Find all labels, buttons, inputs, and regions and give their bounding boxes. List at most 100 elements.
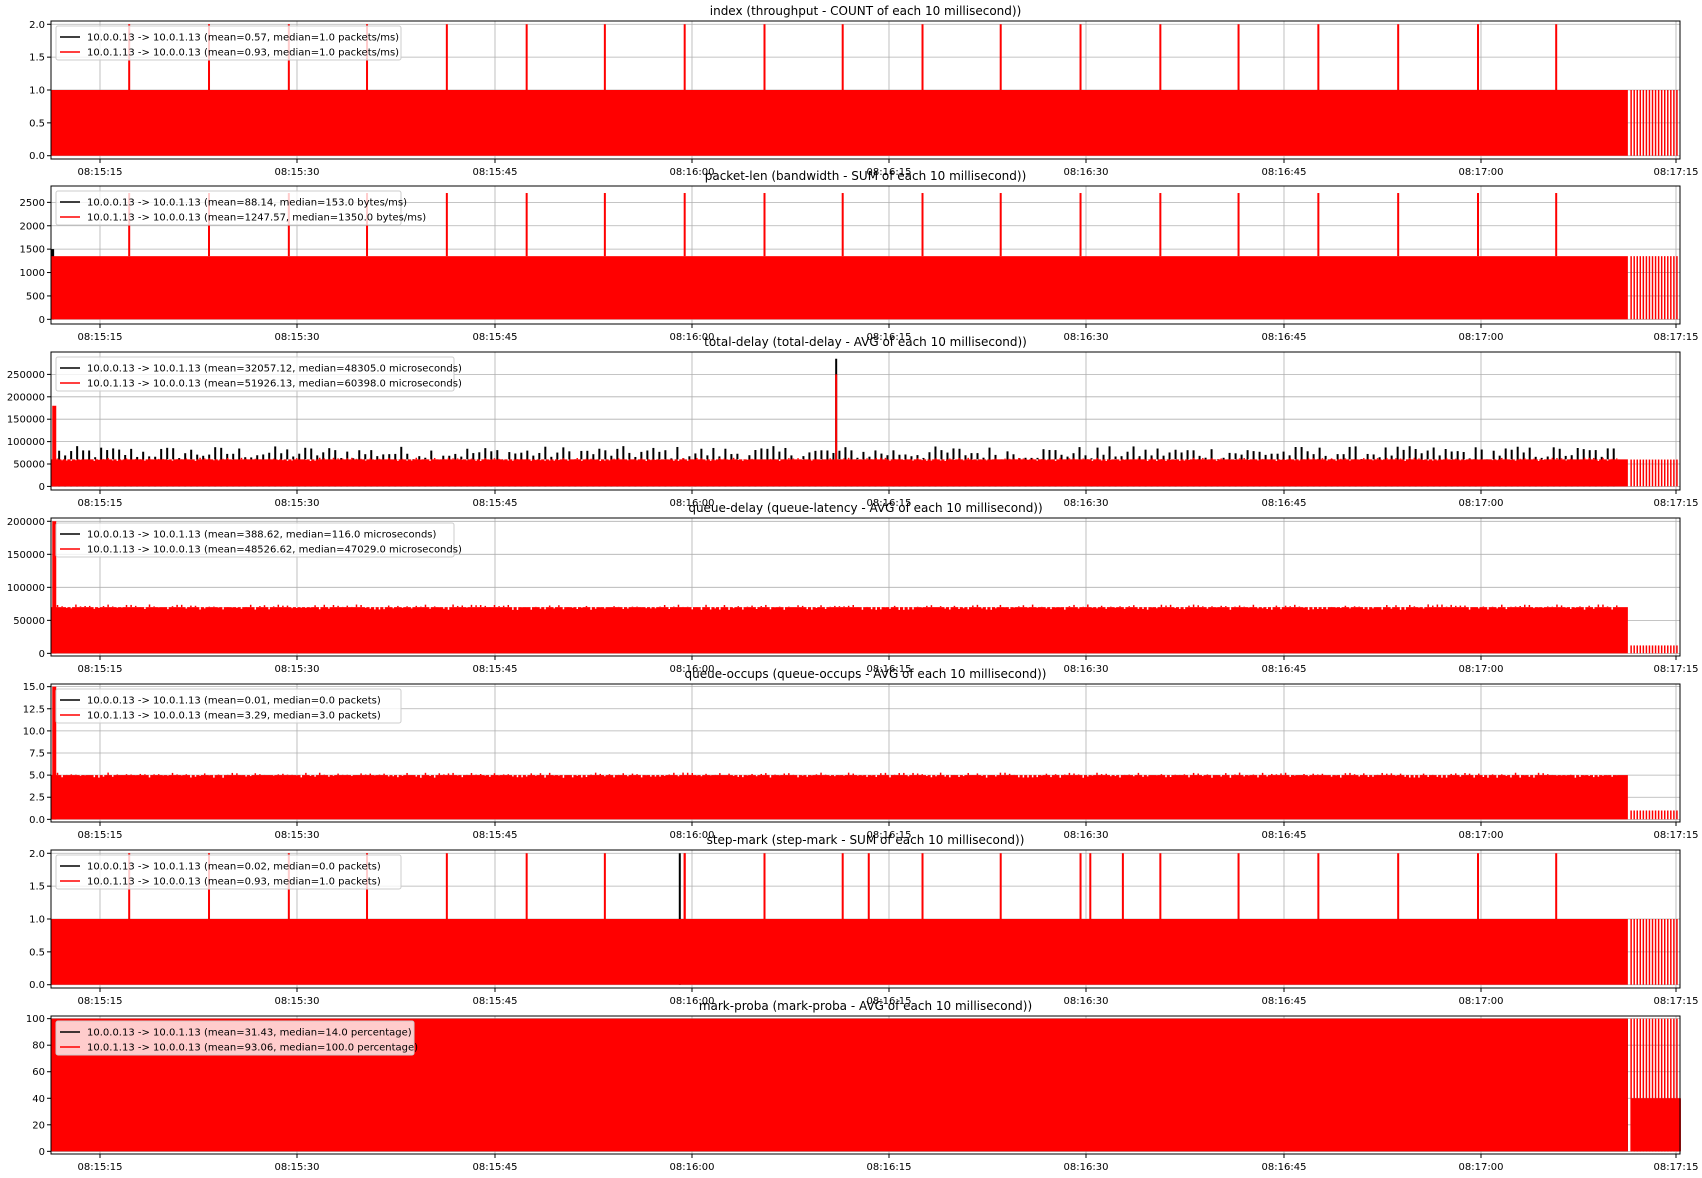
panel-title: mark-proba (mark-proba - AVG of each 10 …	[699, 999, 1032, 1013]
axes-frame	[50, 351, 1681, 491]
x-tick-label: 08:17:00	[1459, 1162, 1504, 1173]
x-axis: 08:15:15 08:15:30 08:15:45 08:16:00 08:16:15…	[78, 656, 1698, 675]
y-tick-label: 0.0	[29, 815, 45, 826]
legend-box	[55, 190, 402, 226]
y-tick-label: 2.0	[29, 20, 45, 31]
legend-label: 10.0.1.13 -> 10.0.0.13 (mean=51926.13, m…	[87, 379, 462, 390]
data-area-series-2	[51, 919, 1628, 985]
y-tick-label: 1.5	[29, 882, 45, 893]
y-tick-label: 20	[32, 1120, 45, 1131]
x-tick-label: 08:17:00	[1459, 996, 1504, 1007]
legend-box	[55, 25, 402, 61]
y-tick-label: 50000	[13, 616, 45, 627]
legend-box	[55, 688, 402, 724]
y-tick-label: 150000	[7, 415, 45, 426]
y-tick-label: 150000	[7, 550, 45, 561]
axes-frame	[50, 185, 1681, 325]
plot-area	[51, 24, 1678, 156]
panel-4: queue-delay (queue-latency - AVG of each…	[7, 501, 1699, 675]
x-tick-label: 08:17:15	[1654, 167, 1699, 178]
y-tick-label: 2500	[20, 198, 45, 209]
data-mark-series-2	[1673, 1098, 1678, 1152]
y-tick-label: 60	[32, 1067, 45, 1078]
x-tick-label: 08:16:00	[670, 167, 715, 178]
x-tick-label: 08:17:00	[1459, 830, 1504, 841]
x-tick-label: 08:15:30	[275, 498, 320, 509]
x-tick-label: 08:17:15	[1654, 498, 1699, 509]
data-mark-series-2	[1646, 1098, 1651, 1152]
x-tick-label: 08:15:45	[473, 830, 518, 841]
data-mark-series-2	[1652, 1098, 1657, 1152]
x-tick-label: 08:15:30	[275, 664, 320, 675]
y-tick-label: 0	[39, 1147, 45, 1158]
data-area-series-2	[51, 775, 1628, 820]
x-tick-label: 08:16:00	[670, 830, 715, 841]
x-tick-label: 08:17:15	[1654, 830, 1699, 841]
legend-box	[55, 356, 455, 392]
data-mark-series-2	[1664, 1098, 1669, 1152]
legend-label: 10.0.1.13 -> 10.0.0.13 (mean=0.93, media…	[87, 48, 399, 59]
legend: 10.0.0.13 -> 10.0.1.13 (mean=88.14, medi…	[55, 190, 426, 226]
x-tick-label: 08:16:45	[1262, 498, 1307, 509]
x-tick-label: 08:17:15	[1654, 1162, 1699, 1173]
y-tick-label: 0	[39, 482, 45, 493]
x-tick-label: 08:15:15	[78, 1162, 123, 1173]
x-tick-label: 08:16:45	[1262, 167, 1307, 178]
legend-label: 10.0.0.13 -> 10.0.1.13 (mean=0.02, media…	[87, 862, 381, 873]
y-tick-label: 250000	[7, 370, 45, 381]
panel-2: packet-len (bandwidth - SUM of each 10 m…	[20, 169, 1699, 343]
x-tick-label: 08:16:45	[1262, 332, 1307, 343]
x-tick-label: 08:15:30	[275, 830, 320, 841]
panel-title: queue-delay (queue-latency - AVG of each…	[688, 501, 1042, 515]
legend-label: 10.0.0.13 -> 10.0.1.13 (mean=388.62, med…	[87, 530, 437, 541]
x-tick-label: 08:16:30	[1064, 332, 1109, 343]
y-tick-label: 15.0	[23, 682, 45, 693]
y-axis: 0 50000 100000 150000 200000 250000	[7, 370, 51, 493]
x-tick-label: 08:15:45	[473, 664, 518, 675]
data-mark-series-2	[1643, 1098, 1648, 1152]
y-tick-label: 0.5	[29, 947, 45, 958]
panel-7: mark-proba (mark-proba - AVG of each 10 …	[26, 999, 1699, 1173]
x-tick-label: 08:15:45	[473, 498, 518, 509]
x-tick-label: 08:16:15	[867, 498, 912, 509]
x-tick-label: 08:15:45	[473, 167, 518, 178]
x-tick-label: 08:16:30	[1064, 167, 1109, 178]
x-tick-label: 08:15:45	[473, 1162, 518, 1173]
y-tick-label: 2.0	[29, 849, 45, 860]
x-tick-label: 08:16:00	[670, 996, 715, 1007]
axes-frame	[50, 1015, 1681, 1155]
y-axis: 0 500 1000 1500 2000 2500	[20, 198, 51, 326]
x-axis: 08:15:15 08:15:30 08:15:45 08:16:00 08:16:15…	[78, 1154, 1699, 1173]
legend-label: 10.0.1.13 -> 10.0.0.13 (mean=0.93, media…	[87, 877, 381, 888]
data-area-series-2	[51, 459, 1628, 487]
y-tick-label: 200000	[7, 517, 45, 528]
y-tick-label: 200000	[7, 392, 45, 403]
panel-title: total-delay (total-delay - AVG of each 1…	[704, 335, 1027, 349]
x-tick-label: 08:16:45	[1262, 996, 1307, 1007]
legend: 10.0.0.13 -> 10.0.1.13 (mean=0.57, media…	[55, 25, 402, 61]
x-tick-label: 08:16:15	[867, 332, 912, 343]
x-tick-label: 08:15:15	[78, 167, 123, 178]
x-tick-label: 08:16:30	[1064, 830, 1109, 841]
x-tick-label: 08:15:15	[78, 996, 123, 1007]
y-tick-label: 2.5	[29, 793, 45, 804]
y-axis: 0.0 2.5 5.0 7.5 10.0 12.5 15.0	[23, 682, 51, 826]
y-tick-label: 7.5	[29, 749, 45, 760]
x-axis: 08:15:15 08:15:30 08:15:45 08:16:00 08:16:15…	[78, 988, 1698, 1007]
y-tick-label: 12.5	[23, 704, 45, 715]
x-tick-label: 08:16:45	[1262, 830, 1307, 841]
data-mark-series-2	[1631, 1098, 1636, 1152]
x-tick-label: 08:15:15	[78, 664, 123, 675]
x-tick-label: 08:15:45	[473, 996, 518, 1007]
panel-5: queue-occups (queue-occups - AVG of each…	[23, 667, 1699, 841]
y-tick-label: 40	[32, 1094, 45, 1105]
x-tick-label: 08:16:00	[670, 498, 715, 509]
y-tick-label: 0	[39, 315, 45, 326]
x-tick-label: 08:16:45	[1262, 1162, 1307, 1173]
y-tick-label: 0	[39, 649, 45, 660]
legend-label: 10.0.0.13 -> 10.0.1.13 (mean=0.01, media…	[87, 696, 381, 707]
x-tick-label: 08:16:00	[670, 332, 715, 343]
x-tick-label: 08:17:00	[1459, 664, 1504, 675]
x-tick-label: 08:16:00	[670, 664, 715, 675]
